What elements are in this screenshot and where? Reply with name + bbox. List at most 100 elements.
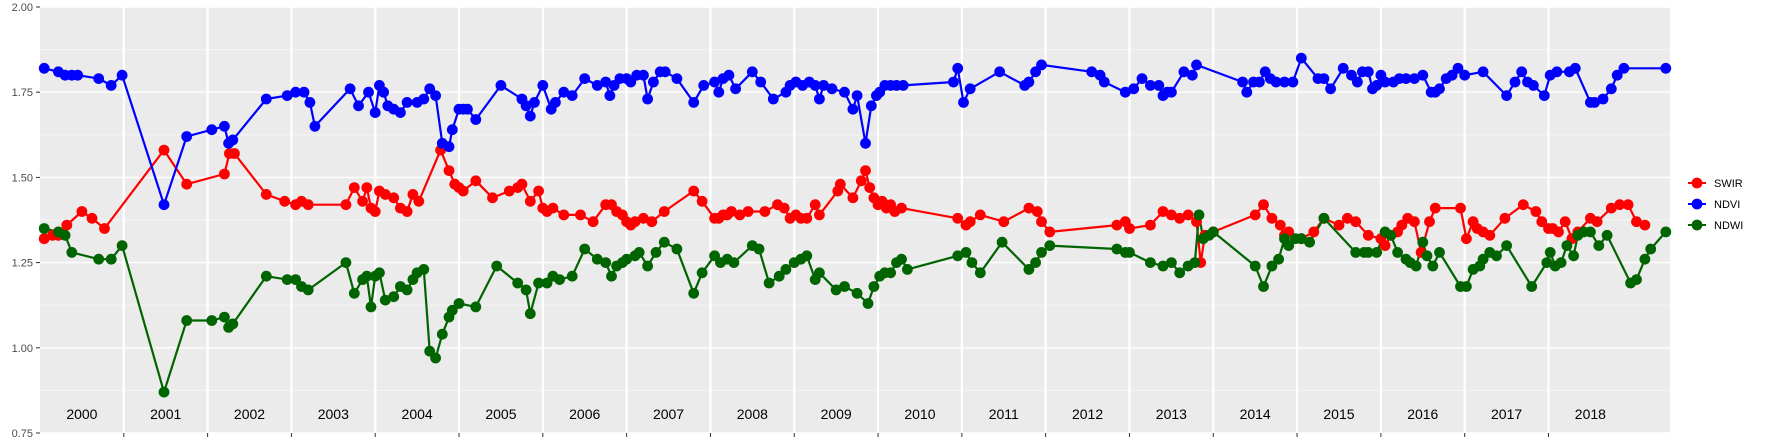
data-point-ndwi (1193, 209, 1205, 221)
data-point-ndvi (290, 86, 301, 98)
data-point-ndvi (558, 86, 570, 98)
data-point-swir (86, 212, 98, 224)
year-label: 2018 (1575, 406, 1606, 422)
data-point-ndwi (38, 223, 50, 234)
data-point-ndwi (1371, 247, 1383, 258)
data-point-swir (1553, 226, 1564, 238)
data-point-ndvi (298, 86, 310, 98)
data-point-ndvi (659, 66, 671, 78)
x-axis (123, 433, 1549, 437)
data-point-swir (516, 178, 528, 190)
year-label: 2012 (1072, 406, 1103, 422)
data-point-ndwi (66, 247, 78, 258)
data-point-ndwi (780, 264, 792, 275)
data-point-ndvi (309, 120, 321, 132)
data-point-ndwi (658, 236, 670, 248)
data-point-ndvi (1569, 62, 1581, 74)
data-point-ndwi (1304, 236, 1315, 248)
data-point-ndwi (814, 267, 825, 279)
data-point-ndwi (902, 264, 913, 275)
data-point-ndvi (1023, 76, 1035, 88)
data-point-ndvi (730, 83, 741, 95)
data-point-ndvi (1352, 76, 1363, 88)
data-point-swir (1536, 216, 1548, 228)
data-point-swir (809, 199, 821, 211)
data-point-swir (1266, 212, 1278, 224)
data-point-ndwi (773, 270, 785, 282)
data-point-swir (1031, 206, 1043, 217)
data-point-ndwi (1295, 233, 1307, 245)
data-point-ndwi (1477, 253, 1489, 265)
data-point-ndwi (361, 270, 373, 282)
data-point-ndvi (430, 90, 441, 101)
data-point-swir (814, 209, 825, 221)
data-point-swir (1350, 216, 1362, 228)
year-label: 2006 (569, 406, 600, 422)
data-point-ndvi (1191, 59, 1202, 71)
data-point-ndvi (1287, 76, 1299, 88)
data-point-ndvi (1551, 66, 1563, 78)
data-point-ndwi (1544, 247, 1556, 258)
data-point-swir (742, 206, 754, 217)
data-point-swir (229, 148, 240, 159)
data-point-ndvi (260, 93, 272, 105)
data-point-ndvi (1295, 52, 1307, 64)
data-point-swir (1249, 209, 1261, 221)
data-point-ndvi (723, 69, 735, 81)
data-point-swir (487, 192, 498, 204)
data-point-swir (279, 195, 291, 207)
data-point-ndwi (1174, 267, 1186, 279)
year-label: 2013 (1156, 406, 1187, 422)
data-point-ndwi (1362, 247, 1374, 258)
data-point-ndvi (495, 80, 507, 91)
data-point-ndwi (524, 308, 536, 320)
data-point-swir (547, 202, 559, 214)
data-point-ndwi (533, 277, 544, 289)
data-point-ndwi (365, 301, 377, 313)
data-point-ndwi (181, 315, 193, 326)
year-label: 2003 (318, 406, 349, 422)
year-label: 2000 (66, 406, 97, 422)
data-point-swir (369, 206, 381, 217)
data-point-swir (696, 195, 708, 207)
data-point-ndwi (436, 328, 448, 340)
data-point-ndwi (996, 236, 1008, 248)
data-point-swir (860, 165, 871, 177)
data-point-swir (896, 202, 907, 214)
data-point-swir (1409, 216, 1420, 228)
data-point-ndwi (839, 281, 850, 292)
data-point-ndwi (671, 243, 683, 255)
y-tick-label: 1.75 (12, 87, 33, 99)
data-point-ndvi (1417, 69, 1429, 81)
data-point-ndwi (1631, 274, 1642, 285)
data-point-ndwi (1111, 243, 1123, 255)
data-point-swir (1333, 219, 1345, 231)
data-point-ndvi (369, 107, 381, 118)
data-point-ndvi (181, 131, 193, 142)
data-point-ndvi (638, 69, 649, 81)
data-point-ndvi (826, 83, 838, 95)
data-point-ndvi (865, 100, 877, 112)
data-point-swir (834, 178, 846, 190)
data-point-ndwi (885, 267, 896, 279)
data-point-ndvi (1477, 66, 1489, 78)
data-point-ndwi (1385, 229, 1397, 241)
data-point-ndwi (1283, 240, 1295, 252)
data-point-ndvi (1660, 62, 1672, 74)
data-point-ndvi (713, 86, 725, 98)
data-point-swir (388, 192, 400, 204)
data-point-swir (558, 209, 570, 221)
data-point-ndvi (1270, 76, 1282, 88)
data-point-ndwi (388, 291, 400, 303)
data-point-ndwi (763, 277, 775, 289)
data-point-ndwi (1189, 257, 1201, 268)
data-point-ndvi (1237, 76, 1248, 88)
data-point-ndwi (600, 257, 612, 268)
data-point-ndvi (604, 90, 616, 101)
data-point-ndvi (401, 97, 413, 108)
data-point-ndvi (964, 83, 976, 95)
year-label: 2004 (402, 406, 433, 422)
data-point-ndwi (974, 267, 986, 279)
data-point-swir (855, 175, 867, 187)
